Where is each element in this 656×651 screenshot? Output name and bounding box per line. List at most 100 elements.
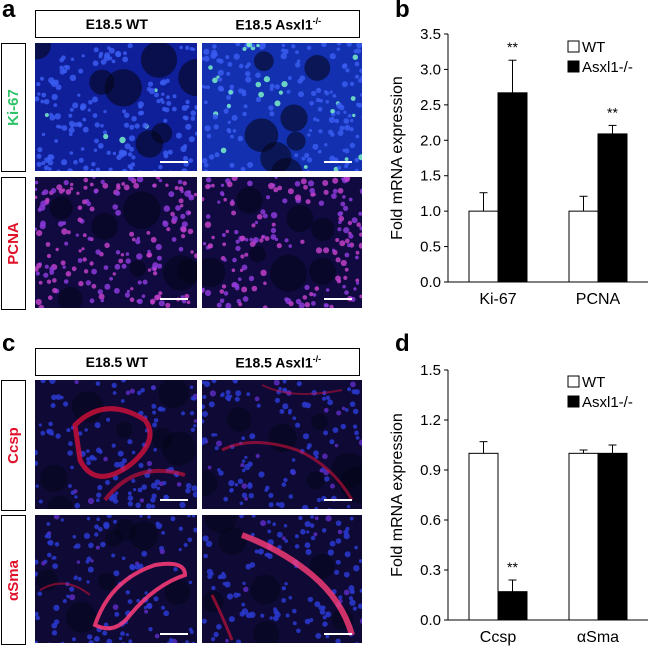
nucleus [72,535,77,539]
nucleus [104,242,110,248]
airspace [253,621,280,643]
nucleus [94,636,100,642]
nucleus [114,611,120,617]
nucleus [35,271,40,276]
nucleus [68,484,72,488]
nucleus [335,238,340,242]
nucleus [241,459,246,463]
airspace [57,287,83,308]
nucleus [335,520,342,526]
nucleus [217,574,223,580]
nucleus [74,495,78,499]
nucleus [54,113,61,120]
nucleus [186,515,191,518]
nucleus [82,257,87,262]
nucleus [323,303,328,308]
nucleus [153,448,157,452]
nucleus [203,85,207,89]
nucleus [313,117,317,121]
nucleus [41,561,46,566]
nucleus [166,95,170,100]
nucleus [133,182,140,189]
nucleus [310,515,314,519]
y-tick-label: 3.0 [420,61,441,78]
nucleus [64,241,69,246]
nucleus [178,186,184,192]
nucleus [344,124,351,131]
nucleus [131,155,136,160]
nucleus [297,78,303,84]
nucleus [138,170,142,171]
legend-swatch [567,375,580,388]
nucleus [106,417,111,422]
nucleus [141,294,146,298]
nucleus [344,290,349,295]
airspace [65,601,97,633]
nucleus [47,154,53,160]
bar [497,591,528,621]
nucleus [127,164,132,169]
nucleus [218,470,224,476]
nucleus [208,401,215,408]
nucleus [302,433,310,440]
nucleus [161,605,165,610]
nucleus [87,108,91,112]
nucleus [69,586,75,592]
nucleus [207,244,212,249]
nucleus [245,238,249,242]
airspace [71,391,104,423]
nucleus [188,158,194,163]
nucleus [151,493,157,499]
nucleus [314,506,318,509]
nucleus [100,298,105,303]
nucleus [125,633,129,637]
nucleus [112,151,117,156]
nucleus [89,206,95,212]
ko-column-header-c: E18.5 Asxl1-/- [235,353,322,371]
nucleus [356,43,362,49]
airspace [202,257,226,288]
nucleus [343,589,350,596]
nucleus [247,461,253,467]
nucleus [73,545,77,549]
airspace [253,51,274,71]
nucleus [89,261,94,266]
nucleus [164,107,170,113]
nucleus [152,262,159,269]
micrograph-asma-ko [202,515,362,643]
nucleus [70,465,74,470]
nucleus [87,634,93,640]
nucleus [35,484,39,488]
nucleus [219,86,225,92]
nucleus [53,103,58,107]
legend-label: Asxl1-/- [582,59,633,76]
nucleus [291,44,296,49]
nucleus [316,87,322,93]
panel-letter-d: d [395,330,410,357]
nucleus [115,250,121,255]
nucleus [340,201,346,207]
nucleus [241,436,246,441]
nucleus [336,47,340,51]
nucleus [324,90,328,94]
nucleus [171,215,178,222]
nucleus [55,247,59,252]
chart-b: 0.0 0.5 1.0 1.5 2.0 2.5 3.0 3.5 Fold mRNA expres… [380,20,656,330]
nucleus [81,247,85,251]
nucleus [292,621,297,626]
nucleus [304,302,310,308]
nucleus [209,390,216,397]
nucleus [144,609,149,614]
nucleus [40,220,46,227]
nucleus [55,394,62,400]
nucleus [262,213,268,219]
nucleus [317,149,322,154]
nucleus [94,122,100,128]
nucleus [219,289,225,294]
nucleus [194,105,197,110]
nucleus [202,404,206,410]
nucleus [68,120,75,127]
nucleus [252,237,259,243]
nucleus [242,468,246,473]
nucleus [325,515,332,522]
